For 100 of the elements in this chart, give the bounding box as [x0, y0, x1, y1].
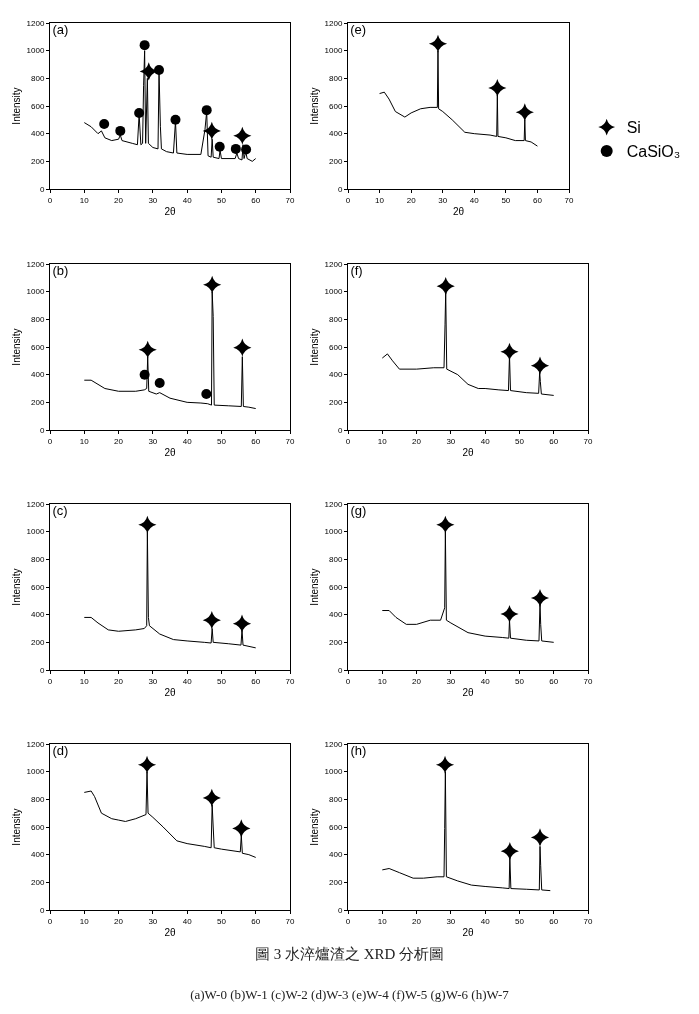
chart-title: (h) [350, 742, 367, 758]
x-tick-label: 50 [216, 916, 227, 926]
x-tick-label: 0 [345, 916, 351, 926]
y-tick-label: 800 [31, 555, 45, 565]
y-axis-title: Intensity [10, 568, 22, 606]
x-tick-label: 60 [549, 676, 559, 686]
x-axis-title: 2θ [164, 447, 176, 459]
x-tick-label: 20 [114, 676, 124, 686]
point [139, 40, 150, 51]
point [154, 65, 165, 76]
y-tick-label: 600 [31, 101, 45, 111]
point [201, 105, 212, 116]
y-tick-label: 200 [31, 398, 45, 408]
point [530, 828, 550, 847]
x-axis-title: 2θ [164, 687, 176, 699]
x-tick-label: 50 [514, 436, 525, 446]
x-tick-label: 10 [79, 436, 90, 446]
x-tick-label: 30 [446, 676, 456, 686]
x-tick-label: 20 [114, 436, 124, 446]
x-axis-title: 2θ [452, 206, 465, 218]
point [202, 788, 221, 808]
chart-title: (d) [52, 742, 69, 758]
chart-title: (c) [52, 502, 68, 518]
point [232, 614, 252, 633]
point [436, 515, 455, 534]
y-tick-label: 1000 [26, 287, 45, 297]
y-tick-label: 400 [329, 129, 343, 139]
x-tick-label: 40 [480, 676, 491, 686]
x-axis-title: 2θ [462, 447, 474, 459]
y-tick-label: 0 [337, 184, 343, 194]
x-tick-label: 70 [285, 676, 295, 686]
point [500, 604, 519, 624]
y-axis-title: Intensity [308, 87, 320, 125]
point [436, 277, 455, 296]
y-tick-label: 0 [337, 905, 343, 915]
x-tick-label: 20 [412, 436, 422, 446]
x-tick-label: 70 [285, 916, 295, 926]
x-tick-label: 40 [480, 436, 491, 446]
y-axis-title: Intensity [308, 328, 320, 366]
y-tick-label: 0 [337, 665, 343, 675]
x-tick-label: 70 [583, 916, 593, 926]
x-tick-label: 50 [216, 436, 227, 446]
x-tick-label: 0 [47, 916, 53, 926]
x-tick-label: 40 [182, 676, 193, 686]
y-tick-label: 1000 [26, 46, 45, 56]
x-tick-label: 40 [480, 916, 491, 926]
y-tick-label: 200 [329, 398, 343, 408]
y-tick-label: 400 [31, 610, 45, 620]
y-tick-label: 400 [329, 370, 343, 380]
y-tick-label: 400 [31, 850, 45, 860]
x-tick-label: 50 [216, 195, 227, 205]
y-tick-label: 400 [31, 129, 45, 139]
y-tick-label: 600 [31, 582, 45, 592]
x-tick-label: 70 [583, 676, 593, 686]
y-tick-label: 1000 [26, 767, 45, 777]
point [241, 144, 252, 155]
y-tick-label: 800 [31, 315, 45, 325]
x-tick-label: 40 [469, 195, 480, 205]
legend-label: CaSiO₃ [626, 143, 681, 161]
point [232, 819, 251, 838]
point [138, 515, 157, 534]
point [230, 143, 241, 154]
point [203, 275, 222, 294]
y-tick-label: 1200 [26, 499, 45, 509]
x-tick-label: 30 [148, 676, 158, 686]
x-tick-label: 70 [564, 195, 574, 205]
point [139, 369, 150, 380]
point [530, 356, 550, 375]
y-tick-label: 800 [329, 74, 343, 84]
y-tick-label: 600 [329, 582, 343, 592]
y-tick-label: 1000 [324, 287, 343, 297]
y-tick-label: 200 [31, 157, 45, 167]
y-axis-title: Intensity [10, 328, 22, 366]
text: (a)W-0 (b)W-1 (c)W-2 (d)W-3 (e)W-4 (f)W-5 (g)W-6 (h)W-7 [189, 987, 510, 1003]
y-tick-label: 1000 [324, 767, 343, 777]
y-tick-label: 600 [31, 822, 45, 832]
point [500, 342, 519, 361]
y-axis-title: Intensity [10, 808, 22, 846]
y-axis-title: Intensity [308, 568, 320, 606]
y-tick-label: 600 [329, 101, 343, 111]
point [202, 611, 221, 630]
point [115, 125, 126, 136]
y-tick-label: 1200 [324, 499, 343, 509]
x-tick-label: 40 [182, 195, 193, 205]
x-tick-label: 10 [377, 676, 388, 686]
y-axis-title: Intensity [10, 87, 22, 125]
x-tick-label: 50 [501, 195, 511, 205]
x-tick-label: 50 [514, 916, 525, 926]
y-tick-label: 1200 [26, 18, 45, 28]
chart-title: (a) [52, 21, 69, 37]
x-tick-label: 10 [79, 195, 90, 205]
point [154, 377, 165, 388]
point [500, 842, 519, 861]
x-tick-label: 60 [251, 195, 261, 205]
y-tick-label: 400 [329, 850, 343, 860]
chart-title: (b) [52, 262, 69, 278]
x-tick-label: 20 [412, 676, 422, 686]
point [214, 141, 225, 152]
y-tick-label: 0 [39, 905, 45, 915]
y-tick-label: 800 [329, 795, 343, 805]
